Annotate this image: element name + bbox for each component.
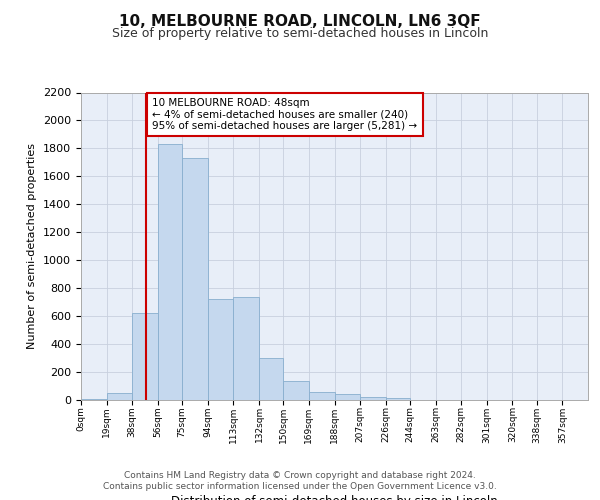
Bar: [386, 398, 410, 400]
Bar: [208, 300, 233, 400]
Text: Contains public sector information licensed under the Open Government Licence v3: Contains public sector information licen…: [103, 482, 497, 491]
Bar: [158, 144, 182, 400]
Bar: [283, 381, 309, 400]
Bar: [132, 314, 158, 400]
Bar: [81, 398, 107, 400]
Text: 10, MELBOURNE ROAD, LINCOLN, LN6 3QF: 10, MELBOURNE ROAD, LINCOLN, LN6 3QF: [119, 14, 481, 29]
Y-axis label: Number of semi-detached properties: Number of semi-detached properties: [28, 143, 37, 349]
Bar: [335, 394, 360, 400]
Bar: [360, 396, 386, 400]
Text: Contains HM Land Registry data © Crown copyright and database right 2024.: Contains HM Land Registry data © Crown c…: [124, 471, 476, 480]
Text: Size of property relative to semi-detached houses in Lincoln: Size of property relative to semi-detach…: [112, 28, 488, 40]
Bar: [309, 392, 335, 400]
Bar: [233, 298, 259, 400]
Text: 10 MELBOURNE ROAD: 48sqm
← 4% of semi-detached houses are smaller (240)
95% of s: 10 MELBOURNE ROAD: 48sqm ← 4% of semi-de…: [152, 98, 418, 132]
X-axis label: Distribution of semi-detached houses by size in Lincoln: Distribution of semi-detached houses by …: [171, 496, 498, 500]
Bar: [182, 158, 208, 400]
Bar: [107, 393, 132, 400]
Bar: [259, 358, 283, 400]
